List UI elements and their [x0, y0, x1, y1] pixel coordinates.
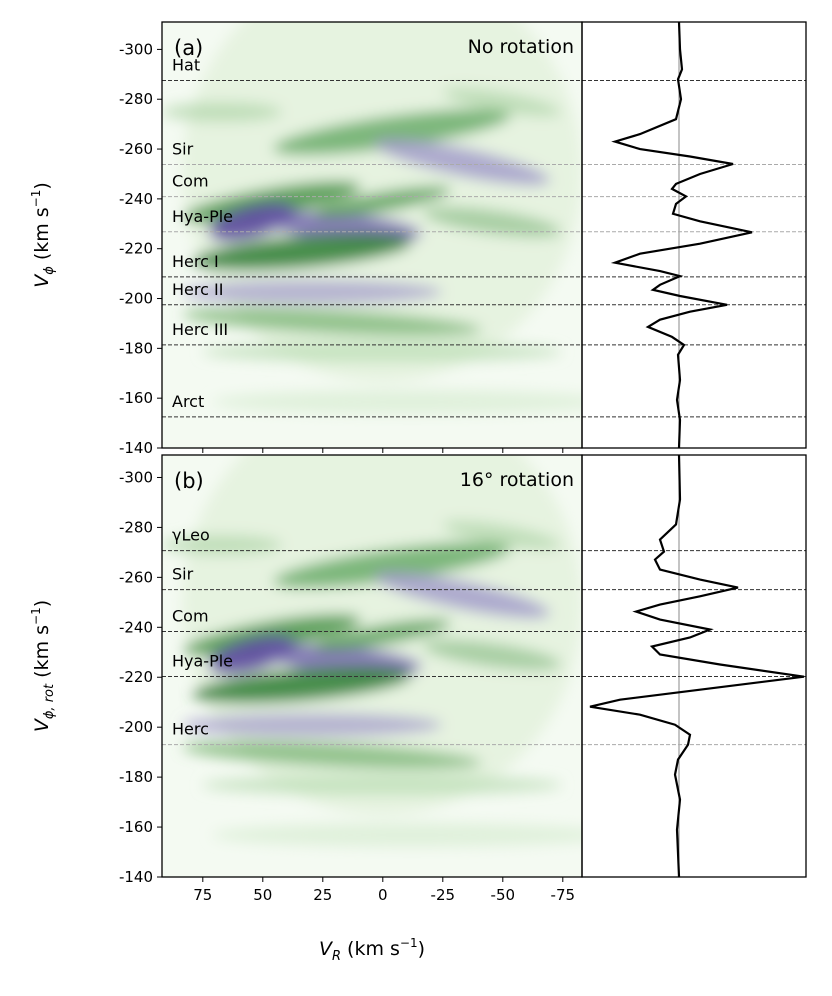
x-tick-label: 25 [313, 886, 332, 904]
y-tick-label: -300 [119, 468, 153, 486]
panel-label: (a) [174, 36, 203, 60]
label-end: ) [418, 938, 425, 960]
x-tick-label: 0 [378, 886, 388, 904]
density-blob [422, 206, 562, 238]
profile-line [610, 21, 753, 449]
x-tick-label: -75 [551, 886, 576, 904]
group-label: Herc I [172, 252, 219, 271]
group-label: Sir [172, 565, 194, 584]
label-end: ) [31, 600, 53, 607]
group-label: Hat [172, 56, 200, 75]
group-label: Herc [172, 720, 209, 739]
density-blob [182, 307, 482, 337]
y-tick-label: -240 [119, 190, 153, 208]
density-blob [182, 740, 482, 770]
density-blob [183, 181, 361, 223]
density-blob [373, 571, 551, 619]
label-unit: (km s [31, 207, 53, 266]
group-label: γLeo [172, 526, 210, 545]
label-unit: (km s [341, 938, 400, 960]
density-blob [373, 138, 551, 186]
label-end: ) [31, 182, 53, 189]
y-tick-label: -280 [119, 518, 153, 536]
panel-title: 16° rotation [460, 469, 574, 491]
axis-label: VR (km s−1) [319, 936, 425, 964]
y-tick-label: -160 [119, 818, 153, 836]
label-subscript: ϕ, rot [42, 683, 57, 719]
label-symbol: V [31, 717, 53, 732]
y-tick-label: -260 [119, 568, 153, 586]
label-superscript: −1 [400, 936, 418, 950]
x-tick-label: -50 [491, 886, 516, 904]
profile-frame [581, 21, 807, 449]
y-tick-label: -200 [119, 718, 153, 736]
density-blob [202, 775, 562, 795]
group-label: Com [172, 607, 209, 626]
y-tick-label: -200 [119, 290, 153, 308]
density-blob [162, 102, 282, 122]
group-label: Hya-Ple [172, 207, 233, 226]
y-tick-label: -180 [119, 768, 153, 786]
label-subscript: R [332, 949, 341, 964]
density-blobs [162, 22, 582, 414]
group-label: Herc II [172, 280, 223, 299]
density-map [162, 22, 582, 448]
density-blob [208, 635, 296, 675]
y-tick-label: -140 [119, 439, 153, 457]
axis-label: Vϕ, rot (km s−1) [29, 600, 57, 732]
label-symbol: V [31, 273, 53, 288]
panel-label: (b) [174, 469, 204, 493]
x-tick-label: 75 [193, 886, 212, 904]
y-tick-label: -260 [119, 140, 153, 158]
x-tick-label: -25 [431, 886, 456, 904]
density-blob [442, 520, 562, 550]
y-tick-label: -160 [119, 389, 153, 407]
density-blob [212, 390, 582, 414]
density-blob [192, 233, 412, 271]
group-label: Com [172, 172, 209, 191]
density-blob [192, 666, 412, 704]
label-subscript: ϕ [42, 266, 57, 275]
y-tick-label: -140 [119, 868, 153, 886]
density-blobs [162, 455, 582, 847]
profile-frame [581, 454, 807, 878]
y-tick-label: -180 [119, 339, 153, 357]
density-blob [162, 535, 282, 555]
group-label: Hya-Ple [172, 651, 233, 670]
density-blob [313, 186, 451, 218]
x-tick-label: 50 [253, 886, 272, 904]
label-unit: (km s [31, 625, 53, 684]
y-tick-label: -240 [119, 618, 153, 636]
density-blob [313, 619, 451, 651]
density-blob [273, 108, 511, 156]
density-blob [202, 342, 562, 362]
y-tick-label: -280 [119, 90, 153, 108]
density-blob [273, 541, 511, 589]
density-blob [182, 713, 442, 737]
label-symbol: V [319, 938, 334, 960]
label-superscript: −1 [29, 190, 43, 208]
density-blob [442, 87, 562, 117]
group-label: Herc III [172, 320, 228, 339]
density-blob [422, 639, 562, 671]
density-blob [182, 280, 442, 304]
y-tick-label: -220 [119, 668, 153, 686]
group-label: Arct [172, 392, 204, 411]
density-map [162, 455, 582, 877]
axis-label: Vϕ (km s−1) [29, 182, 57, 288]
profile-line [589, 454, 805, 877]
group-label: Sir [172, 139, 194, 158]
y-tick-label: -300 [119, 40, 153, 58]
y-tick-label: -220 [119, 240, 153, 258]
panel-title: No rotation [468, 36, 574, 58]
label-superscript: −1 [29, 607, 43, 625]
density-blob [183, 614, 361, 656]
density-blob [212, 823, 582, 847]
